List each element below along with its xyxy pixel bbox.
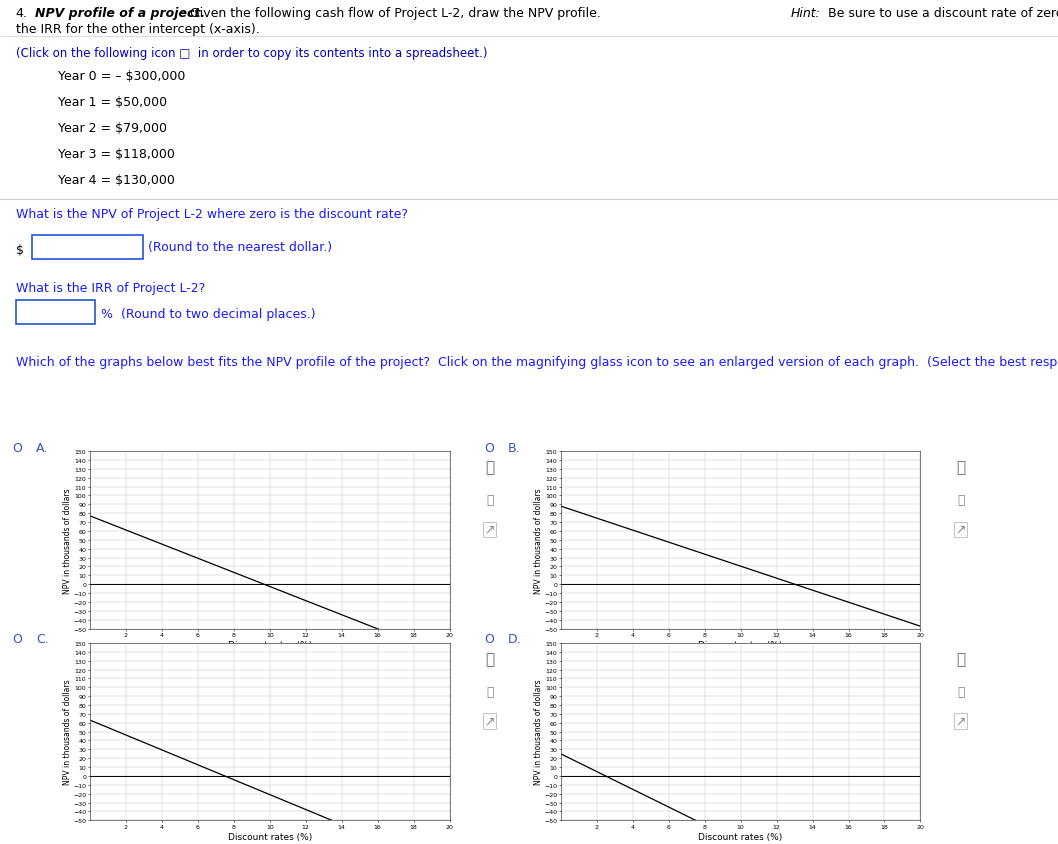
Text: (Round to the nearest dollar.): (Round to the nearest dollar.) xyxy=(148,241,332,254)
Text: Ⓠ: Ⓠ xyxy=(956,460,965,475)
Text: $: $ xyxy=(16,244,24,257)
Text: O: O xyxy=(13,633,22,646)
Text: Hint:: Hint: xyxy=(790,7,820,19)
Text: Ⓠ: Ⓠ xyxy=(486,685,494,698)
Text: ↗: ↗ xyxy=(485,715,495,728)
Text: What is the NPV of Project L-2 where zero is the discount rate?: What is the NPV of Project L-2 where zer… xyxy=(16,208,408,221)
Y-axis label: NPV in thousands of dollars: NPV in thousands of dollars xyxy=(533,488,543,592)
Text: Year 1 = $50,000: Year 1 = $50,000 xyxy=(58,96,167,109)
Text: O: O xyxy=(13,441,22,454)
Text: B.: B. xyxy=(508,441,521,454)
Text: Ⓠ: Ⓠ xyxy=(956,652,965,667)
Text: Ⓠ: Ⓠ xyxy=(486,460,494,475)
Text: %  (Round to two decimal places.): % (Round to two decimal places.) xyxy=(101,308,315,321)
Text: NPV profile of a project.: NPV profile of a project. xyxy=(35,7,205,19)
Text: (Click on the following icon □  in order to copy its contents into a spreadsheet: (Click on the following icon □ in order … xyxy=(16,47,488,60)
Text: Be sure to use a discount rate of zero for one intercept (y-axis) and solve for: Be sure to use a discount rate of zero f… xyxy=(820,7,1058,19)
Text: Ⓠ: Ⓠ xyxy=(486,494,494,506)
Text: D.: D. xyxy=(508,633,522,646)
Text: Ⓠ: Ⓠ xyxy=(956,685,965,698)
Text: O: O xyxy=(485,441,494,454)
Text: ↗: ↗ xyxy=(485,523,495,536)
Text: Given the following cash flow of Project L-2, draw the NPV profile.: Given the following cash flow of Project… xyxy=(182,7,608,19)
Text: Year 0 = – $300,000: Year 0 = – $300,000 xyxy=(58,70,185,84)
Text: 4.: 4. xyxy=(16,7,28,19)
Text: Year 4 = $130,000: Year 4 = $130,000 xyxy=(58,174,175,187)
Text: O: O xyxy=(485,633,494,646)
X-axis label: Discount rates (%): Discount rates (%) xyxy=(227,831,312,841)
Text: ↗: ↗ xyxy=(955,715,966,728)
Text: What is the IRR of Project L-2?: What is the IRR of Project L-2? xyxy=(16,282,205,295)
Text: Ⓠ: Ⓠ xyxy=(486,652,494,667)
Y-axis label: NPV in thousands of dollars: NPV in thousands of dollars xyxy=(62,488,72,592)
Text: Year 3 = $118,000: Year 3 = $118,000 xyxy=(58,148,175,161)
Text: Ⓠ: Ⓠ xyxy=(956,494,965,506)
Text: the IRR for the other intercept (x-axis).: the IRR for the other intercept (x-axis)… xyxy=(16,24,259,36)
X-axis label: Discount rates (%): Discount rates (%) xyxy=(698,640,783,649)
Text: Year 2 = $79,000: Year 2 = $79,000 xyxy=(58,122,167,135)
X-axis label: Discount rates (%): Discount rates (%) xyxy=(698,831,783,841)
X-axis label: Discount rates (%): Discount rates (%) xyxy=(227,640,312,649)
Text: Which of the graphs below best fits the NPV profile of the project?  Click on th: Which of the graphs below best fits the … xyxy=(16,355,1058,369)
FancyBboxPatch shape xyxy=(32,236,143,259)
Text: A.: A. xyxy=(36,441,49,454)
FancyBboxPatch shape xyxy=(16,301,95,324)
Y-axis label: NPV in thousands of dollars: NPV in thousands of dollars xyxy=(533,679,543,785)
Text: C.: C. xyxy=(36,633,49,646)
Text: ↗: ↗ xyxy=(955,523,966,536)
Y-axis label: NPV in thousands of dollars: NPV in thousands of dollars xyxy=(62,679,72,785)
